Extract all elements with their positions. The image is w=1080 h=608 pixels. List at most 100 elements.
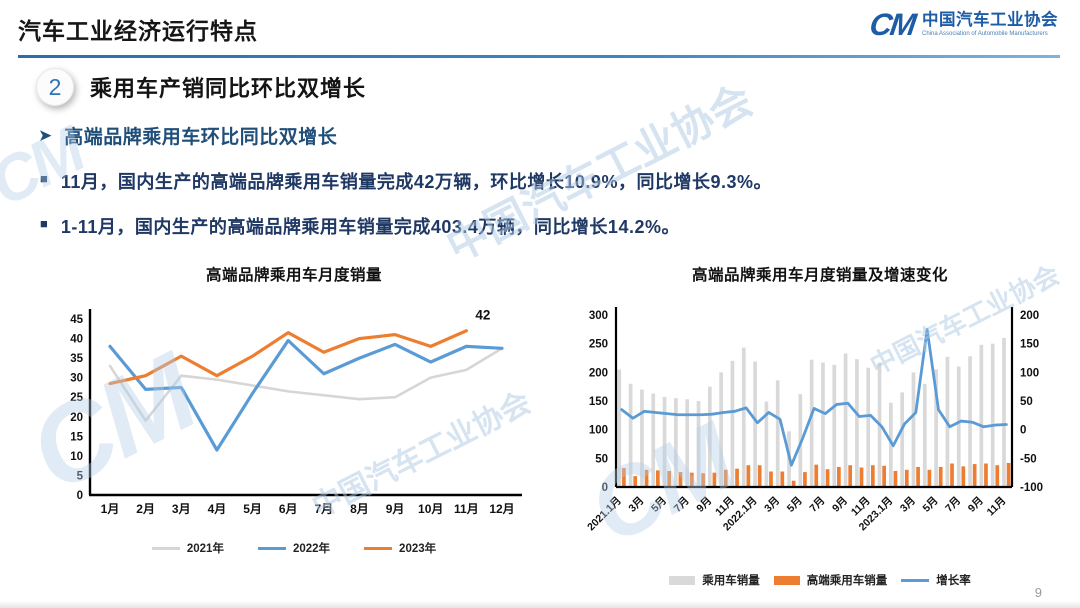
svg-text:9月: 9月 [966, 495, 986, 515]
bullet-text: 11月，国内生产的高端品牌乘用车销量完成42万辆，环比增长10.9%，同比增长9… [60, 172, 772, 192]
right-chart-plot: 0 50 100 150 200 250 300 -100 -50 0 50 100 150 200 202… [560, 293, 1080, 570]
caam-logo-mark-icon: CM [867, 7, 917, 42]
svg-text:9月: 9月 [830, 495, 850, 515]
svg-text:3月: 3月 [762, 495, 782, 515]
svg-text:200: 200 [589, 367, 608, 379]
square-bullet-icon: ■ [40, 171, 48, 186]
svg-text:9月: 9月 [694, 495, 714, 515]
svg-text:7月: 7月 [314, 502, 333, 516]
svg-text:7月: 7月 [807, 495, 827, 515]
section-title: 乘用车产销同比环比双增长 [90, 76, 367, 101]
legend-swatch [151, 546, 180, 550]
section-number-badge: 2 [36, 68, 74, 106]
legend-swatch [773, 575, 800, 585]
svg-text:45: 45 [70, 314, 83, 326]
bullet-item: ■ 1-11月，国内生产的高端品牌乘用车销量完成403.4万辆，同比增长14.2… [40, 213, 1080, 239]
svg-text:100: 100 [589, 425, 608, 437]
line-chart-svg: 0 5 10 15 20 25 30 35 40 45 1月 2月 3月 4月 5月 6月 7月 8月 9月 10月 1… [70, 308, 522, 516]
svg-text:2月: 2月 [136, 502, 155, 516]
legend-item: 乘用车销量 [669, 572, 760, 588]
legend-swatch [901, 578, 930, 582]
series-2023年 [108, 329, 468, 386]
left-chart-title: 高端品牌乘用车月度销量 [205, 267, 382, 284]
svg-text:20: 20 [70, 412, 83, 424]
svg-text:0: 0 [602, 482, 608, 494]
combo-chart-svg: 0 50 100 150 200 250 300 -100 -50 0 50 100 150 200 202… [585, 307, 1043, 534]
svg-text:8月: 8月 [350, 502, 369, 516]
svg-text:0: 0 [1020, 425, 1026, 437]
svg-text:250: 250 [589, 339, 608, 351]
caam-logo-name-en: China Association of Automobile Manufact… [922, 31, 1048, 38]
left-chart: 高端品牌乘用车月度销量 0 5 10 15 20 25 30 35 40 45 1月 2月 3月 4月 5月… [44, 263, 544, 588]
svg-text:3月: 3月 [626, 495, 646, 515]
chart-legend: 2021年 2022年 2023年 [44, 540, 544, 556]
legend-item: 2021年 [151, 540, 224, 556]
svg-text:100: 100 [1020, 367, 1039, 379]
legend-item: 高端乘用车销量 [773, 572, 888, 588]
data-label: 42 [475, 308, 490, 323]
header-divider [18, 55, 1060, 58]
svg-text:-100: -100 [1020, 482, 1043, 494]
svg-text:5: 5 [77, 470, 84, 482]
header: 汽车工业经济运行特点 CM 中国汽车工业协会 China Association… [0, 0, 1080, 58]
svg-text:7月: 7月 [672, 495, 692, 515]
bullet-text: 1-11月，国内生产的高端品牌乘用车销量完成403.4万辆，同比增长14.2%。 [60, 217, 680, 237]
chart-legend: 乘用车销量 高端乘用车销量 增长率 [560, 572, 1080, 588]
svg-text:5月: 5月 [243, 502, 262, 516]
legend-label: 2021年 [186, 543, 224, 555]
svg-text:10: 10 [70, 451, 83, 463]
slide-bottom-edge [0, 601, 1080, 608]
legend-label: 2022年 [292, 543, 331, 555]
svg-text:50: 50 [595, 453, 608, 465]
svg-text:300: 300 [589, 310, 608, 322]
svg-text:-50: -50 [1020, 453, 1037, 465]
legend-swatch [364, 546, 393, 550]
bullet-item: ■ 11月，国内生产的高端品牌乘用车销量完成42万辆，环比增长10.9%，同比增… [40, 168, 1080, 194]
svg-text:40: 40 [70, 334, 83, 346]
subtitle-text: 高端品牌乘用车环比同比双增长 [64, 127, 338, 148]
section-heading: 2 乘用车产销同比环比双增长 [36, 68, 1080, 106]
svg-text:11月: 11月 [985, 495, 1009, 519]
legend-item: 2023年 [364, 540, 436, 556]
arrow-bullet-icon: ➤ [38, 126, 53, 145]
svg-text:1月: 1月 [101, 502, 120, 516]
svg-text:4月: 4月 [208, 502, 227, 516]
svg-text:5月: 5月 [649, 495, 669, 515]
svg-text:5月: 5月 [921, 495, 941, 515]
page-title: 汽车工业经济运行特点 [18, 18, 258, 44]
svg-text:30: 30 [70, 373, 83, 385]
legend-label: 2023年 [399, 543, 437, 555]
legend-item: 增长率 [901, 572, 971, 588]
svg-text:3月: 3月 [898, 495, 918, 515]
legend-label: 乘用车销量 [702, 575, 760, 587]
right-chart-title: 高端品牌乘用车月度销量及增速变化 [691, 267, 948, 284]
svg-text:10月: 10月 [418, 502, 443, 516]
svg-text:5月: 5月 [785, 495, 805, 515]
svg-text:0: 0 [77, 490, 83, 502]
caam-logo: CM 中国汽车工业协会 China Association of Automob… [867, 7, 1058, 42]
legend-label: 高端乘用车销量 [806, 575, 888, 587]
svg-text:35: 35 [70, 353, 83, 365]
right-chart: 高端品牌乘用车月度销量及增速变化 0 50 100 150 200 250 300 -100 -… [560, 263, 1080, 588]
series-2022年 [108, 338, 504, 452]
svg-text:200: 200 [1020, 310, 1039, 322]
svg-text:11月: 11月 [454, 502, 479, 516]
caam-logo-name-cn: 中国汽车工业协会 [922, 11, 1058, 30]
legend-label: 增长率 [936, 575, 971, 587]
page-number: 9 [1034, 585, 1042, 600]
series-增长率 [620, 327, 1008, 467]
svg-text:15: 15 [70, 431, 83, 443]
svg-text:9月: 9月 [386, 502, 405, 516]
subtitle-row: ➤ 高端品牌乘用车环比同比双增长 [38, 122, 1080, 149]
legend-swatch [257, 546, 286, 550]
svg-text:150: 150 [1020, 339, 1039, 351]
svg-text:2021.1月: 2021.1月 [585, 495, 624, 534]
legend-item: 2022年 [257, 540, 331, 556]
svg-text:12月: 12月 [489, 502, 514, 516]
square-bullet-icon: ■ [40, 216, 48, 231]
svg-text:50: 50 [1020, 396, 1033, 408]
svg-text:7月: 7月 [943, 495, 963, 515]
left-chart-plot: 0 5 10 15 20 25 30 35 40 45 1月 2月 3月 4月 5月 6月 7月 8月 9月 10月 1… [44, 293, 544, 538]
svg-text:3月: 3月 [172, 502, 191, 516]
